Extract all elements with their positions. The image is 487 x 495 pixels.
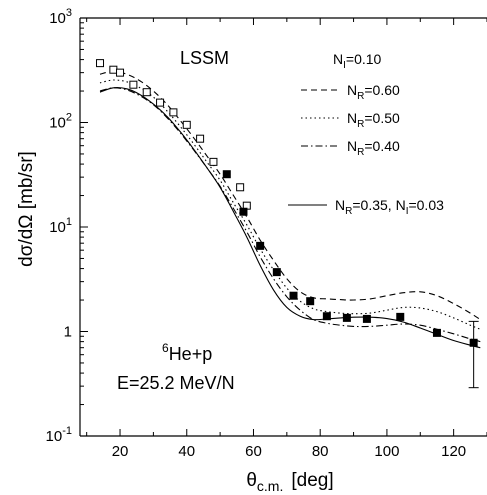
y-tick-base: 10 [49,219,66,236]
filled-square-point [272,268,281,277]
open-square-point [142,88,151,97]
series-solid-curve [99,86,481,349]
ni-header-prefix: N [333,51,343,67]
series-curves [99,70,481,349]
series-dash-curve [99,70,481,321]
legend-label-part: =0.40 [364,138,400,154]
open-square-point [156,98,165,107]
series-dashdot-curve [99,87,481,343]
filled-square-point [342,313,351,322]
filled-square-point [396,312,405,321]
y-tick-label: 103 [49,7,72,27]
y-tick-exponent: -1 [62,425,72,437]
y-tick-base: 10 [46,428,63,445]
legend-label: NR=0.35, NI=0.03 [335,197,444,217]
y-axis-label: dσ/dΩ [mb/sr] [16,151,37,267]
legend-label-part: R [357,91,364,102]
y-tick-label: 10-1 [46,425,72,445]
legend-label: NR=0.40 [347,138,400,158]
filled-square-point [256,241,265,250]
x-tick-label: 60 [245,443,262,460]
open-square-point [182,120,191,129]
y-tick-exponent: 3 [66,7,72,19]
y-tick-label: 101 [49,216,72,236]
legend-label-part: N [347,82,357,98]
y-tick-exponent: 2 [66,112,72,124]
filled-square-point [222,170,231,179]
x-tick-label: 80 [312,443,329,460]
legend-label-part: =0.35, N [352,197,405,213]
x-axis-subscript: c.m. [257,478,283,494]
open-square-point [96,59,105,68]
filled-square-point [306,297,315,306]
model-label: LSSM [180,48,229,68]
ni-header-rest: =0.10 [346,51,382,67]
reaction-label: 6He+p [162,341,212,364]
filled-square-point [432,328,441,337]
open-square-point [109,65,118,74]
legend-label-part: =0.60 [364,82,400,98]
legend-label-part: =0.50 [364,110,400,126]
ni-header: NI=0.10 [333,51,382,71]
filled-square-point [469,338,478,347]
legend-label: NR=0.60 [347,82,400,102]
open-square-point [129,80,138,89]
open-square-point [209,157,218,166]
x-axis-unit: [deg] [291,470,333,491]
x-tick-label: 120 [441,443,466,460]
filled-square-point [239,207,248,216]
x-tick-label: 100 [374,443,399,460]
filled-square-point [322,312,331,321]
legend-label-part: N [347,138,357,154]
x-axis-label: θc.m. [deg] [246,470,333,494]
y-tick-base: 10 [49,115,66,132]
y-tick-exponent: 1 [66,216,72,228]
x-tick-label: 40 [178,443,195,460]
x-axis-symbol: θ [246,470,257,491]
filled-square-point [289,291,298,300]
y-tick-label: 1 [64,324,72,341]
legend-label-part: R [345,206,352,217]
y-tick-base: 10 [49,10,66,27]
legend-label-part: I [406,206,409,217]
energy-label: E=25.2 MeV/N [117,373,235,393]
legend-label-part: =0.03 [408,197,444,213]
legend-label: NR=0.50 [347,110,400,130]
legend-label-part: N [335,197,345,213]
y-tick-label: 102 [49,112,72,132]
open-square-point [116,68,125,77]
filled-square-point [362,314,371,323]
open-square-point [169,108,178,117]
reaction-text: He+p [169,344,213,364]
open-square-point [196,134,205,143]
data-points [96,59,479,389]
ni-header-sub: I [343,60,346,71]
legend-label-part: R [357,119,364,130]
x-tick-label: 20 [112,443,129,460]
open-square-point [236,183,245,192]
reaction-mass-number: 6 [162,341,169,355]
legend-label-part: R [357,147,364,158]
legend-label-part: N [347,110,357,126]
